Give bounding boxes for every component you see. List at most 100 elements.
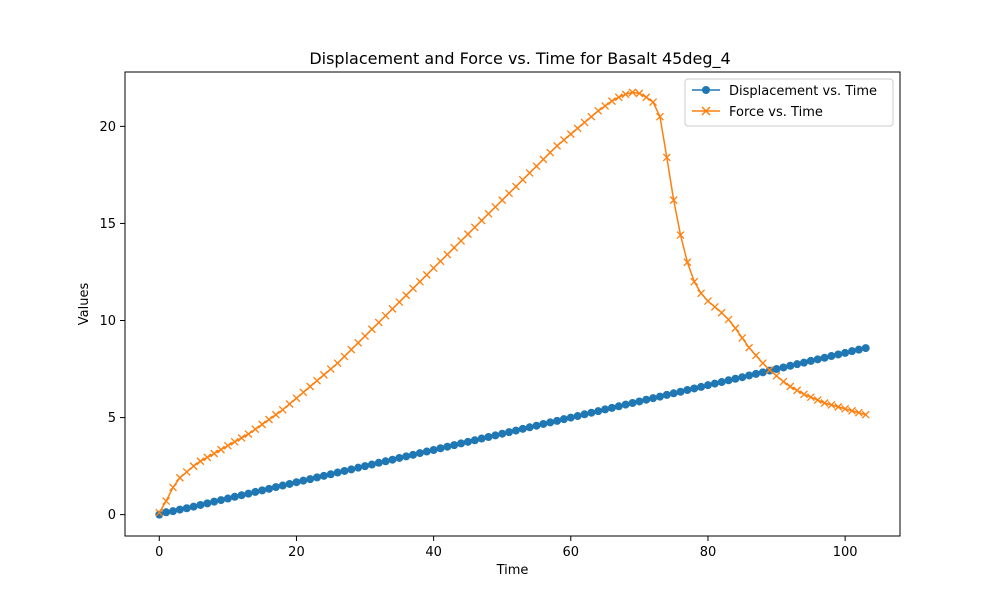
displacement-vs-time-point: [237, 491, 246, 500]
displacement-vs-time-point: [285, 479, 294, 488]
force-vs-time-point: [683, 258, 692, 267]
displacement-vs-time-point: [271, 483, 280, 492]
displacement-vs-time-point: [614, 402, 623, 411]
displacement-vs-time-point: [717, 378, 726, 387]
displacement-vs-time-point: [649, 394, 658, 403]
force-vs-time-point: [505, 189, 514, 198]
force-vs-time-point: [676, 231, 685, 240]
force-vs-time-point: [772, 371, 781, 380]
displacement-vs-time-point: [697, 382, 706, 391]
displacement-vs-time-point: [498, 429, 507, 438]
force-vs-time-point: [278, 405, 287, 414]
force-vs-time-point: [594, 106, 603, 115]
displacement-vs-time-point: [299, 476, 308, 485]
force-vs-time-point: [319, 370, 328, 379]
force-vs-time-point: [793, 386, 802, 395]
force-vs-time-point: [649, 98, 658, 107]
displacement-vs-time-point: [422, 447, 431, 456]
force-vs-time-point: [628, 88, 637, 97]
force-vs-time-point: [752, 351, 760, 360]
displacement-vs-time-point: [306, 475, 315, 484]
force-vs-time-point: [710, 302, 719, 311]
plot-series: [155, 88, 870, 519]
force-vs-time-point: [217, 445, 225, 454]
force-vs-time-point: [690, 277, 699, 286]
force-vs-time-point: [271, 410, 280, 419]
displacement-vs-time-point: [806, 356, 815, 365]
displacement-vs-time-point: [443, 442, 452, 451]
force-vs-time-point: [491, 202, 500, 211]
displacement-vs-time-point: [505, 428, 514, 437]
force-vs-time-point: [374, 318, 383, 327]
displacement-vs-time-point: [155, 510, 164, 519]
displacement-vs-time-point: [546, 418, 555, 427]
displacement-vs-time-point: [854, 345, 863, 354]
displacement-vs-time-point: [381, 457, 390, 466]
legend-displacement-marker: [702, 86, 710, 94]
force-vs-time-point: [340, 352, 349, 361]
displacement-vs-time-point: [395, 453, 404, 462]
force-vs-time-point: [813, 396, 822, 405]
displacement-vs-time-point: [175, 505, 184, 514]
displacement-vs-time-point: [861, 344, 870, 353]
legend-box: [684, 78, 894, 127]
displacement-vs-time-point: [841, 348, 850, 357]
force-vs-time-point: [299, 388, 308, 397]
displacement-vs-time-point: [621, 400, 630, 409]
chart-title: Displacement and Force vs. Time for Basa…: [309, 49, 730, 69]
displacement-vs-time-point: [189, 502, 198, 511]
y-tick-label: 10: [99, 314, 116, 329]
displacement-vs-time-point: [388, 455, 397, 464]
plot-frame: [124, 71, 901, 537]
force-vs-time-point: [244, 430, 253, 439]
force-vs-time-point: [361, 332, 370, 340]
force-vs-time-point: [189, 462, 198, 471]
x-axis-label: Time: [496, 563, 529, 578]
x-tick-label: 20: [288, 545, 305, 560]
displacement-vs-time-point: [265, 484, 274, 493]
force-vs-time-point: [669, 196, 678, 205]
force-vs-time-point: [306, 382, 315, 391]
force-vs-time-point: [758, 359, 767, 368]
force-vs-time-point: [731, 324, 740, 333]
force-vs-time-point: [230, 437, 239, 446]
force-vs-time-point: [848, 406, 856, 415]
force-vs-time-point: [292, 394, 301, 403]
displacement-vs-time-point: [223, 494, 232, 503]
displacement-vs-time-point: [635, 397, 644, 406]
force-vs-time-point: [704, 297, 712, 306]
displacement-vs-time-point: [553, 416, 562, 425]
displacement-vs-time-point: [333, 468, 342, 477]
force-vs-time-point: [450, 243, 459, 252]
displacement-vs-time-point: [518, 424, 527, 433]
displacement-vs-time-point: [409, 450, 418, 459]
displacement-vs-time-point: [217, 496, 226, 505]
force-vs-time-point: [415, 277, 424, 286]
displacement-vs-time-point: [361, 462, 370, 471]
displacement-vs-time-point: [162, 508, 171, 517]
displacement-vs-time-point: [813, 355, 822, 364]
displacement-vs-time-point: [710, 379, 719, 388]
displacement-vs-time-point: [580, 410, 589, 419]
displacement-vs-time-point: [607, 403, 616, 412]
force-vs-time-point: [470, 223, 479, 232]
force-vs-time-point: [546, 148, 555, 157]
displacement-vs-time-point: [470, 436, 479, 445]
displacement-vs-time-point: [662, 390, 671, 399]
force-vs-time-point: [642, 93, 651, 102]
displacement-vs-time-point: [292, 478, 301, 487]
force-vs-time-point: [313, 376, 321, 385]
force-vs-time-point: [196, 457, 205, 466]
displacement-vs-time-point: [319, 471, 328, 480]
displacement-vs-time-point: [731, 374, 740, 383]
displacement-vs-time-point: [244, 489, 253, 498]
force-vs-time-point: [402, 291, 411, 300]
displacement-vs-time-point: [457, 439, 466, 448]
force-vs-time-point: [765, 366, 774, 374]
force-vs-time-point: [573, 124, 582, 133]
displacement-vs-time-point: [196, 500, 205, 509]
force-vs-time-point: [429, 264, 438, 273]
displacement-vs-time-point: [587, 408, 596, 417]
